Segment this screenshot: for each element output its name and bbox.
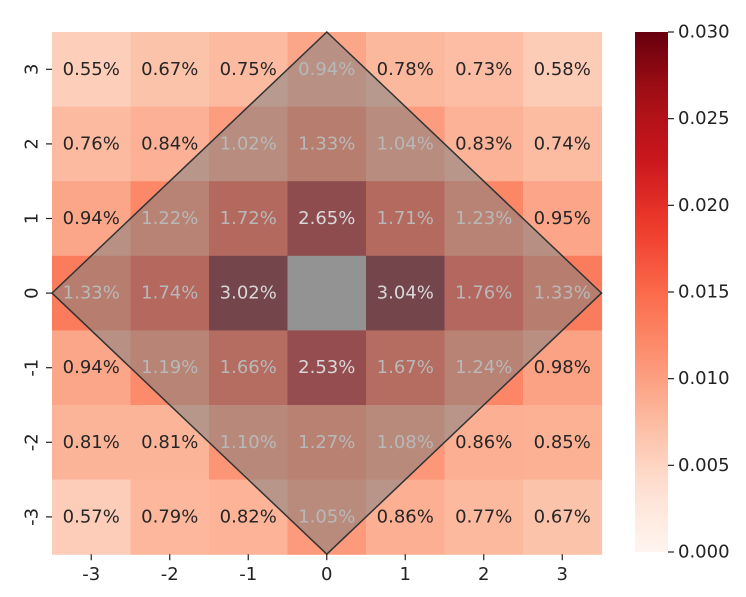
cell-label: 0.94% (63, 208, 120, 229)
cell-label: 0.79% (141, 506, 198, 527)
cell-label: 0.86% (455, 432, 512, 453)
cell-label: 1.71% (377, 208, 434, 229)
heatmap-cell (523, 479, 603, 555)
colorbar: 0.000 0.005 0.010 0.015 0.020 0.025 0.030 (635, 22, 730, 563)
y-tick-label: -3 (22, 508, 43, 526)
heatmap-cell (444, 479, 524, 555)
x-axis: -3 -2 -1 0 1 2 3 (82, 554, 568, 585)
x-tick-label: -2 (161, 564, 179, 585)
cell-label: 0.58% (534, 59, 591, 80)
cell-label: 1.23% (455, 208, 512, 229)
colorbar-tick-label: 0.020 (678, 195, 730, 216)
cell-label: 0.81% (141, 432, 198, 453)
y-tick-label: 2 (22, 138, 43, 149)
cell-label: 1.05% (298, 506, 355, 527)
cell-label: 0.83% (455, 133, 512, 154)
cell-label: 0.86% (377, 506, 434, 527)
heatmap-cell (52, 405, 132, 481)
y-tick-label: 1 (22, 213, 43, 224)
cell-label: 1.67% (377, 357, 434, 378)
cell-label: 0.67% (534, 506, 591, 527)
colorbar-tick-label: 0.030 (678, 22, 730, 43)
cell-label: 0.84% (141, 133, 198, 154)
cell-label: 0.82% (220, 506, 277, 527)
cell-label: 1.27% (298, 432, 355, 453)
cell-label: 1.08% (377, 432, 434, 453)
colorbar-tick-label: 0.025 (678, 108, 730, 129)
cell-label: 2.65% (298, 208, 355, 229)
cell-label: 0.94% (63, 357, 120, 378)
cell-label: 1.33% (298, 133, 355, 154)
heatmap-cell (523, 32, 603, 108)
colorbar-tick-label: 0.005 (678, 455, 730, 476)
heatmap-cell (52, 479, 132, 555)
y-tick-label: 0 (22, 287, 43, 298)
cell-label: 0.74% (534, 133, 591, 154)
cell-label: 1.04% (377, 133, 434, 154)
heatmap-cell (130, 32, 210, 108)
cell-label: 0.81% (63, 432, 120, 453)
cell-label: 1.02% (220, 133, 277, 154)
cell-label: 0.55% (63, 59, 120, 80)
heatmap-cell (444, 32, 524, 108)
cell-label: 1.66% (220, 357, 277, 378)
x-tick-label: 2 (478, 564, 489, 585)
cell-label: 3.02% (220, 283, 277, 304)
cell-label: 3.04% (377, 283, 434, 304)
x-tick-label: 1 (400, 564, 411, 585)
heatmap-cell (130, 479, 210, 555)
x-tick-label: 0 (321, 564, 332, 585)
heatmap-cell (52, 32, 132, 108)
cell-label: 0.75% (220, 59, 277, 80)
heatmap-cell (523, 405, 603, 481)
y-axis: 3 2 1 0 -1 -2 -3 (22, 64, 52, 526)
cell-label: 1.72% (220, 208, 277, 229)
cell-label: 1.10% (220, 432, 277, 453)
cell-label: 1.33% (534, 283, 591, 304)
cell-label: 1.33% (63, 283, 120, 304)
cell-label: 0.94% (298, 59, 355, 80)
x-tick-label: -3 (82, 564, 100, 585)
cell-label: 1.22% (141, 208, 198, 229)
cell-label: 1.74% (141, 283, 198, 304)
colorbar-tick-label: 0.010 (678, 368, 730, 389)
y-tick-label: -2 (22, 433, 43, 451)
heatmap-cell (523, 106, 603, 182)
cell-label: 2.53% (298, 357, 355, 378)
colorbar-gradient (635, 32, 668, 552)
cell-label: 1.24% (455, 357, 512, 378)
cell-label: 0.95% (534, 208, 591, 229)
cell-label: 1.19% (141, 357, 198, 378)
colorbar-tick-label: 0.015 (678, 282, 730, 303)
cell-labels: 0.55% 0.67% 0.75% 0.94% 0.78% 0.73% 0.58% 0.76%… (63, 59, 591, 528)
x-tick-label: -1 (239, 564, 257, 585)
y-tick-label: 3 (22, 64, 43, 75)
cell-label: 0.57% (63, 506, 120, 527)
cell-label: 0.78% (377, 59, 434, 80)
y-tick-label: -1 (22, 359, 43, 377)
cell-label: 1.76% (455, 283, 512, 304)
cell-label: 0.85% (534, 432, 591, 453)
heatmap-cell (52, 106, 132, 182)
cell-label: 0.76% (63, 133, 120, 154)
cell-label: 0.67% (141, 59, 198, 80)
x-tick-label: 3 (557, 564, 568, 585)
cell-label: 0.77% (455, 506, 512, 527)
colorbar-tick-label: 0.000 (678, 542, 730, 563)
cell-label: 0.73% (455, 59, 512, 80)
cell-label: 0.98% (534, 357, 591, 378)
